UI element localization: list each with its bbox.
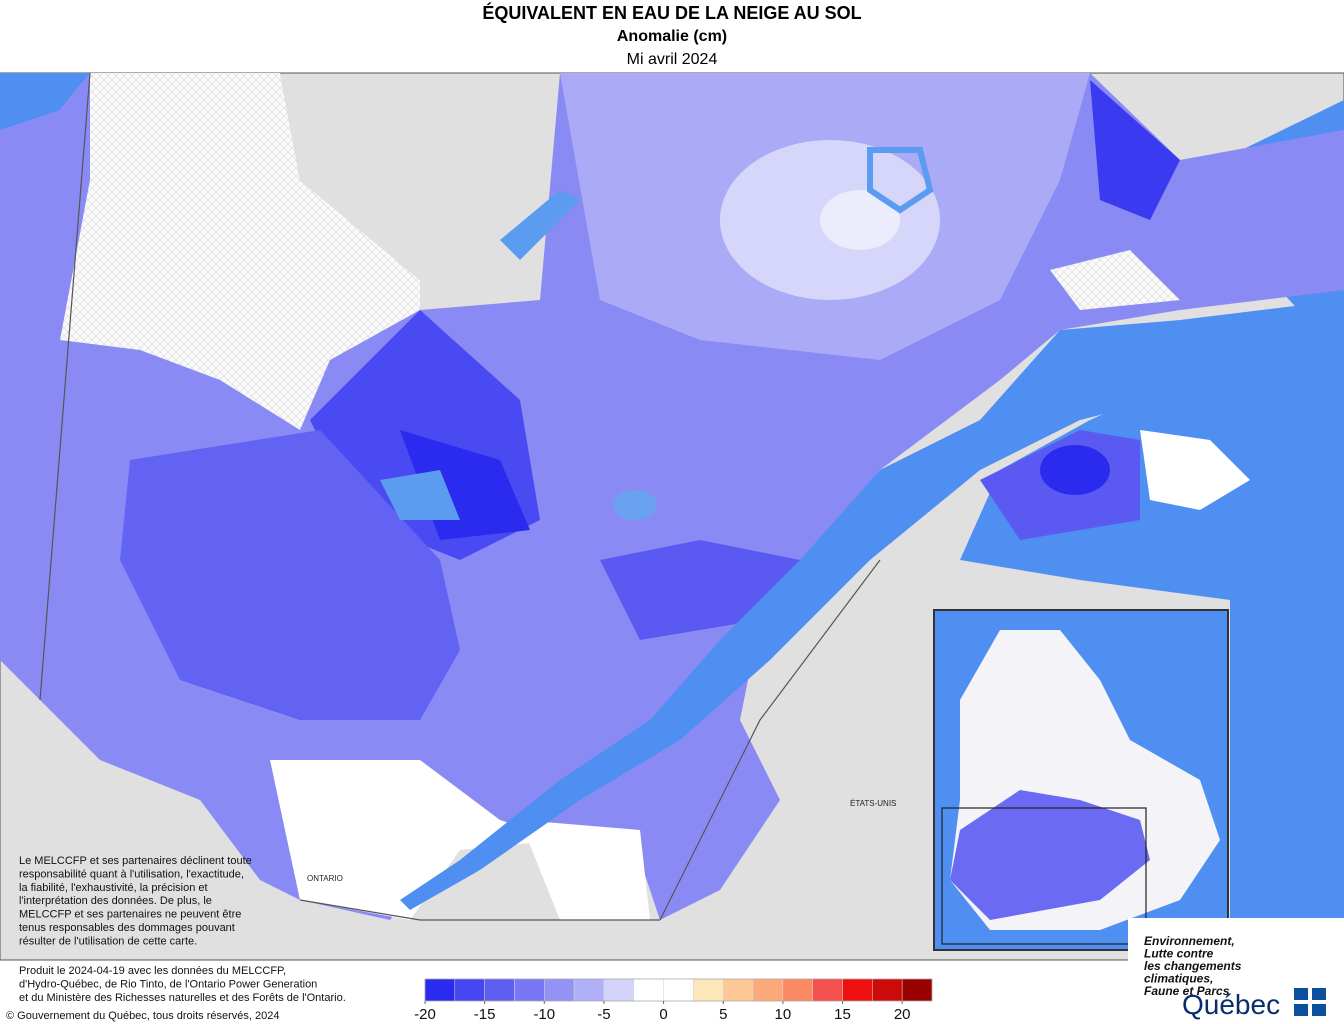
disclaimer-line: responsabilité quant à l'utilisation, l'… — [19, 868, 244, 880]
production-line: Produit le 2024-04-19 avec les données d… — [19, 965, 286, 977]
zone-white — [270, 760, 560, 920]
legend-swatch — [693, 978, 724, 1002]
legend-tick-label: -15 — [474, 1006, 496, 1023]
legend-swatch — [812, 978, 843, 1002]
lake — [867, 147, 934, 214]
logo-line: Environnement, — [1144, 934, 1235, 948]
legend-tick-label: 20 — [894, 1006, 911, 1023]
legend-tick-label: -10 — [533, 1006, 555, 1023]
legend-tick-label: -5 — [597, 1006, 610, 1023]
legend-tick-label: 10 — [775, 1006, 792, 1023]
no-data — [1050, 250, 1180, 310]
legend-swatch — [782, 978, 813, 1002]
st-lawrence — [400, 300, 1344, 910]
disclaimer-line: la fiabilité, l'exhaustivité, la précisi… — [19, 882, 208, 894]
production-line: et du Ministère des Richesses naturelles… — [19, 992, 346, 1004]
inset-extent — [941, 807, 1147, 945]
legend-swatch — [901, 978, 933, 1002]
legend-tick-label: -20 — [414, 1006, 436, 1023]
legend-swatch — [872, 978, 903, 1002]
legend-swatch — [514, 978, 545, 1002]
legend-swatch — [722, 978, 754, 1002]
disclaimer-line: MELCCFP et ses partenaires ne peuvent êt… — [19, 909, 241, 921]
disclaimer-line: résulter de l'utilisation de cette carte… — [19, 935, 197, 947]
color-legend: -20 -15 -10 -5 0 5 10 15 20 — [414, 978, 933, 1023]
usa-label: ÉTATS-UNIS — [850, 799, 896, 808]
logo-flag — [1294, 988, 1326, 1016]
logo-line: les changements — [1144, 959, 1242, 973]
logo-name: Québec — [1182, 989, 1280, 1020]
legend-swatch — [544, 978, 575, 1002]
water — [0, 73, 90, 130]
gulf — [960, 100, 1344, 960]
legend-swatch — [663, 978, 694, 1002]
zone-dark — [1090, 80, 1180, 220]
map: ÉTATS-UNIS ONTARIO — [0, 72, 1344, 961]
lake — [380, 470, 460, 520]
zone-dark — [1040, 445, 1110, 495]
legend-swatch — [484, 978, 515, 1002]
legend-swatch — [842, 978, 873, 1002]
period: Mi avril 2024 — [627, 51, 718, 68]
lake — [500, 190, 580, 260]
disclaimer-line: tenus responsables des dommages pouvant — [19, 922, 235, 934]
legend-swatch — [424, 978, 456, 1002]
logo-line: Lutte contre — [1144, 947, 1214, 961]
disclaimer-line: Le MELCCFP et ses partenaires déclinent … — [19, 855, 252, 867]
legend-frame — [424, 978, 933, 1002]
logo-line: climatiques, — [1144, 972, 1213, 986]
legend-swatch — [454, 978, 485, 1002]
legend-tick-label: 5 — [719, 1006, 727, 1023]
legend-swatch — [603, 978, 635, 1002]
zone-white — [520, 820, 650, 920]
border — [39, 72, 881, 921]
title: ÉQUIVALENT EN EAU DE LA NEIGE AU SOL — [482, 2, 861, 23]
lake — [613, 490, 657, 520]
zone-white — [1140, 430, 1250, 510]
zone-light — [820, 190, 900, 250]
production-line: d'Hydro-Québec, de Rio Tinto, de l'Ontar… — [19, 978, 317, 990]
legend-tick-label: 0 — [659, 1006, 667, 1023]
subtitle: Anomalie (cm) — [617, 28, 727, 45]
legend-swatch — [573, 978, 605, 1002]
production-note: Produit le 2024-04-19 avec les données d… — [19, 965, 346, 1004]
legend-tick-label: 15 — [834, 1006, 851, 1023]
ontario-label: ONTARIO — [307, 874, 343, 883]
disclaimer-line: l'interprétation des données. De plus, l… — [19, 895, 212, 907]
zone-dark — [120, 430, 460, 720]
copyright: © Gouvernement du Québec, tous droits ré… — [6, 1010, 279, 1022]
inset-anomaly — [950, 790, 1150, 920]
legend-swatch — [633, 978, 664, 1002]
logo-line: Faune et Parcs — [1144, 984, 1230, 998]
disclaimer: Le MELCCFP et ses partenaires déclinent … — [19, 855, 252, 947]
no-data — [60, 73, 420, 430]
legend-swatch — [752, 978, 784, 1002]
